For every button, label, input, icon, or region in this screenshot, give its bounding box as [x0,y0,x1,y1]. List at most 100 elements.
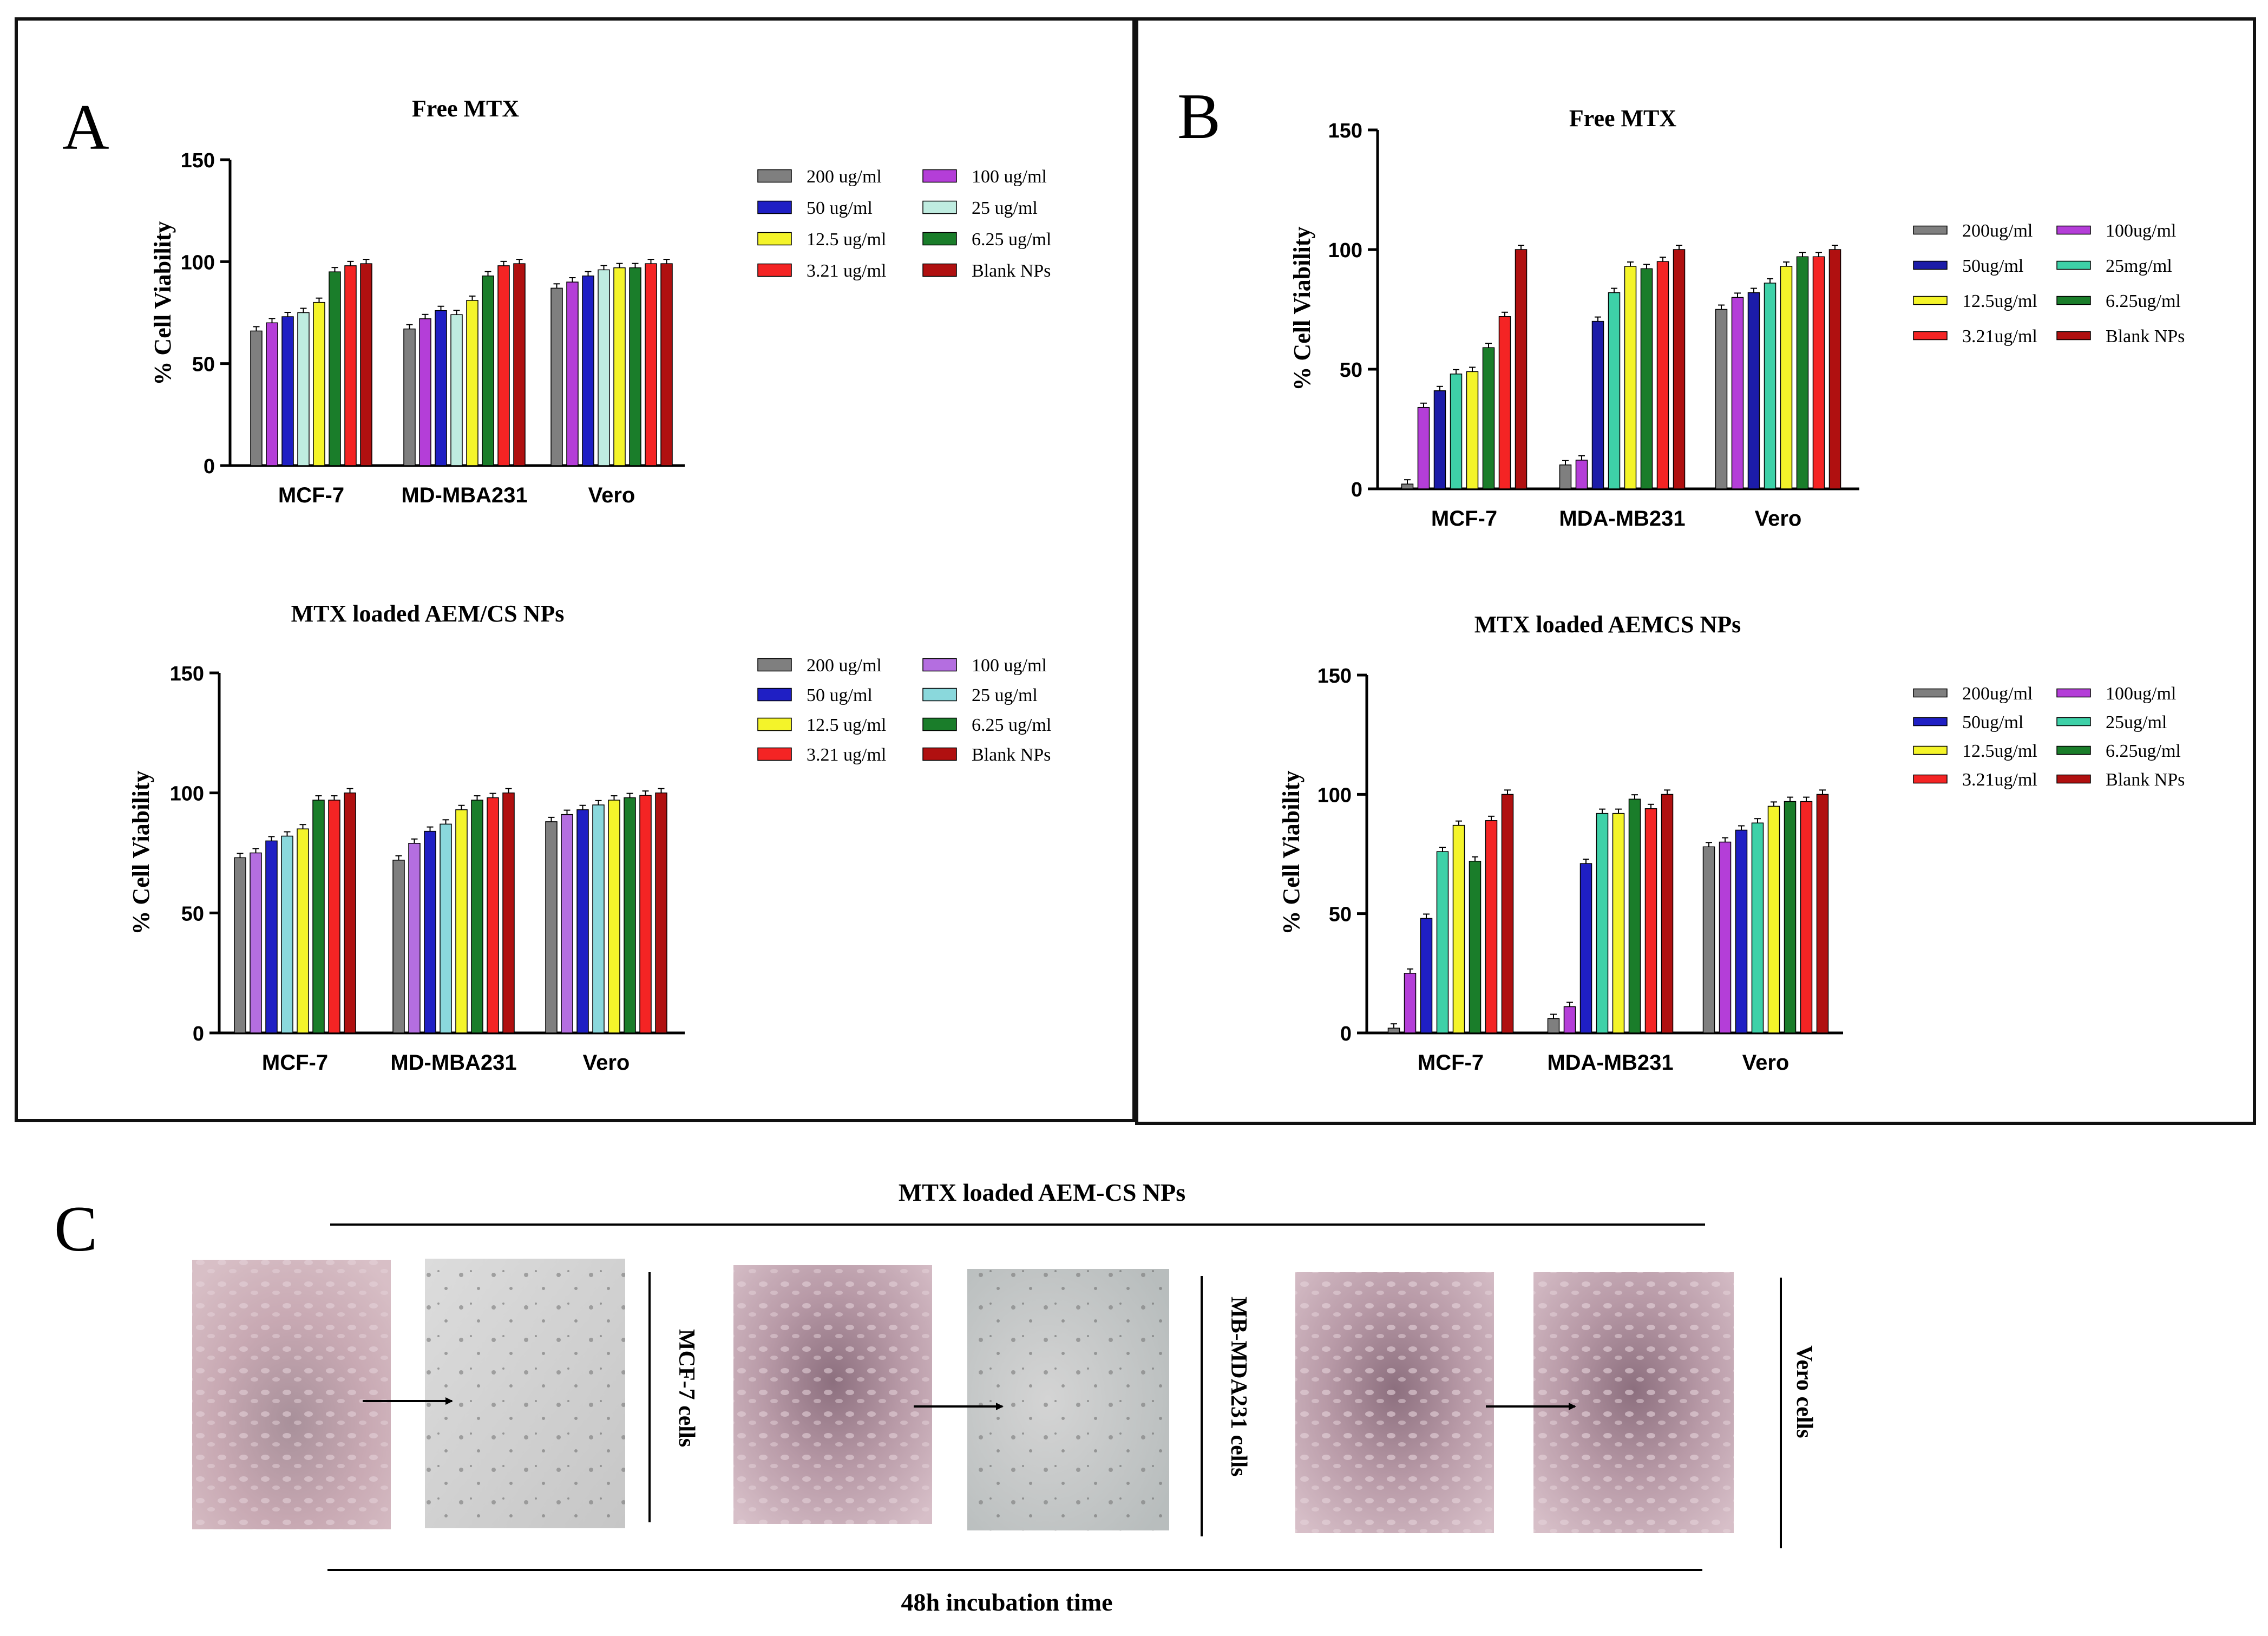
y-tick-label: 50 [1340,359,1362,382]
x-tick-label: Vero [583,1051,630,1075]
legend-label: 50ug/ml [1962,256,2023,276]
x-tick-label: MD-MBA231 [390,1051,516,1075]
legend-swatch [922,717,957,731]
legend-label: 6.25 ug/ml [972,715,1051,735]
x-tick-label: Vero [1742,1051,1790,1075]
bar [1751,822,1764,1033]
bar [1436,851,1449,1033]
legend-label: 3.21 ug/ml [807,745,886,765]
legend-swatch [922,263,957,277]
micrograph-mcf7-treated [425,1259,625,1528]
panel-c-title: MTX loaded AEM-CS NPs [899,1179,1185,1206]
chart-B-bottom: MTX loaded AEMCS NPs % Cell Viability 0 50 1… [1278,611,2185,1075]
legend-swatch [922,232,957,246]
bar [1661,794,1674,1033]
x-tick-label: MDA-MB231 [1547,1051,1673,1075]
legend-label: 6.25ug/ml [2106,291,2181,311]
legend-label: 25 ug/ml [972,198,1038,218]
bar [1624,266,1637,489]
bar [265,840,278,1033]
bar [1563,1006,1576,1033]
bar [266,322,278,466]
bar [281,835,293,1033]
legend-swatch [922,688,957,702]
legend-swatch [757,717,792,731]
chart-A-bottom: MTX loaded AEM/CS NPs % Cell Viability 0 50… [128,600,1051,1075]
legend-label: Blank NPs [2106,326,2185,346]
bar [1498,316,1511,489]
legend-swatch [2056,774,2091,784]
chart-title: Free MTX [1569,105,1677,132]
bar [497,265,510,466]
legend-label: 6.25 ug/ml [972,230,1051,250]
legend-swatch [1913,745,1948,755]
legend-swatch [757,658,792,672]
micrograph-mcf7-untreated [192,1260,391,1529]
bar [297,312,310,466]
bar [1515,249,1528,489]
bar [1816,794,1829,1033]
panel-a-label: A [62,91,109,163]
bar [234,857,246,1033]
y-tick-label: 50 [192,354,215,376]
bar [250,852,262,1033]
legend-swatch [1913,296,1948,305]
bar [608,800,620,1033]
y-tick-label: 150 [1328,120,1362,142]
bar [281,316,294,466]
bar [250,330,263,466]
legend-label: 200 ug/ml [807,656,882,676]
bar [450,314,463,466]
bar [1735,829,1748,1033]
legend-swatch [1913,331,1948,341]
bar [1656,261,1669,489]
legend-label: 100 ug/ml [972,167,1047,187]
legend-label: 12.5ug/ml [1962,291,2037,311]
legend-swatch [1913,225,1948,235]
bar [1702,846,1715,1033]
bar [392,860,405,1033]
legend-label: Blank NPs [972,261,1051,281]
bar [1608,292,1621,489]
bar [312,800,325,1033]
bar [592,804,605,1033]
legend-label: 200ug/ml [1962,684,2033,704]
legend-swatch [1913,717,1948,727]
bar [313,302,325,466]
legend-swatch [2056,717,2091,727]
bar [1579,863,1592,1033]
legend-label: 50ug/ml [1962,712,2023,732]
bar [1469,860,1482,1033]
y-axis-label: % Cell Viability [128,770,154,934]
bar [550,287,563,466]
y-tick-label: 0 [1351,479,1362,501]
bar [1482,347,1495,489]
bar [344,792,356,1033]
bar [1780,266,1793,489]
bar [613,267,626,466]
bar [440,823,452,1033]
chart-title: MTX loaded AEMCS NPs [1474,611,1741,638]
bar [1800,801,1813,1033]
bar [1452,824,1465,1033]
legend-swatch [922,200,957,214]
micrograph-mda-untreated [733,1265,932,1524]
chart-B-top: Free MTX % Cell Viability 0 50 100 150 MCF-7 MD… [1289,105,2185,531]
bar [1387,1028,1400,1033]
bar [513,263,526,466]
chart-A-top: Free MTX % Cell Viability 0 50 100 150 MCF-7 MD… [149,95,1051,507]
bar [1450,374,1463,489]
bar [1731,297,1744,489]
bar [344,265,357,466]
bar [1485,820,1498,1033]
x-tick-label: MCF-7 [278,483,344,507]
x-tick-label: MD-MBA231 [401,483,527,507]
legend-label: 12.5 ug/ml [807,715,886,735]
legend-label: 12.5 ug/ml [807,230,886,250]
x-tick-label: MDA-MB231 [1559,507,1685,531]
legend-swatch [922,747,957,761]
bar [1828,249,1841,489]
bar [1420,918,1433,1033]
bar [1612,813,1625,1033]
